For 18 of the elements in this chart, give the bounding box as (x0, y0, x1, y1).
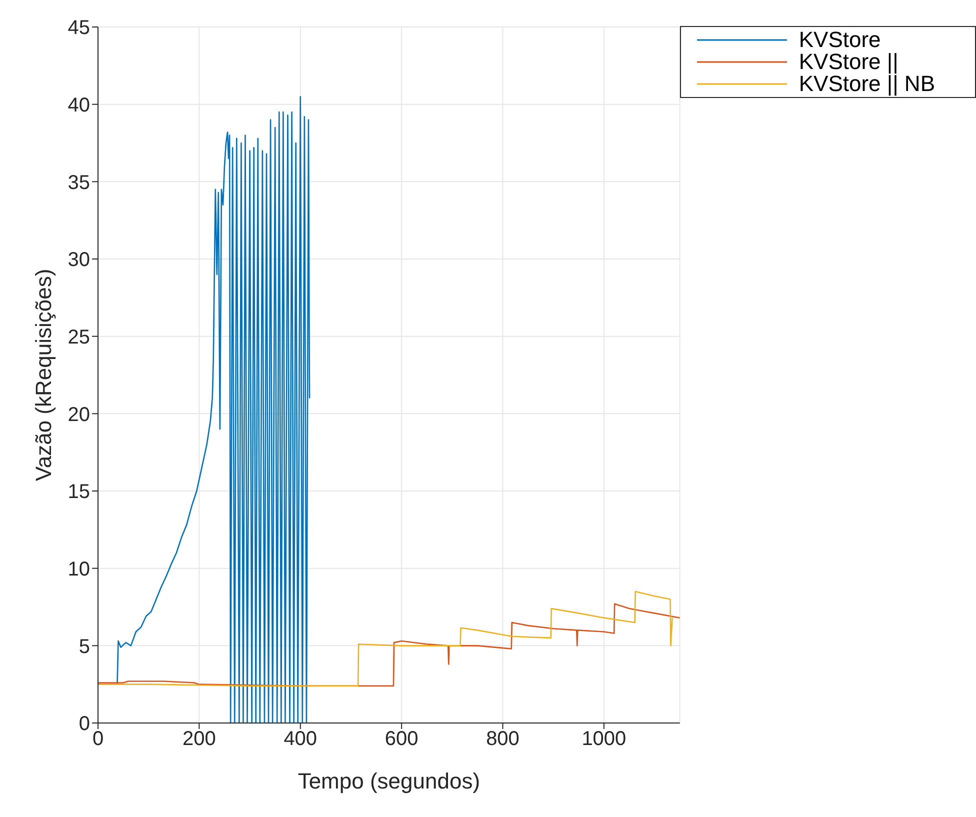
x-axis-title: Tempo (segundos) (298, 768, 480, 794)
x-tick-label: 600 (384, 728, 418, 750)
y-tick-label: 20 (68, 404, 90, 426)
y-tick-label: 40 (68, 94, 90, 116)
y-tick-label: 45 (68, 17, 90, 40)
x-tick-label: 400 (284, 728, 318, 750)
y-axis-title: Vazão (kRequisições) (30, 268, 56, 482)
y-tick-label: 25 (68, 326, 90, 348)
y-tick-label: 15 (68, 481, 90, 504)
y-tick-label: 30 (68, 249, 90, 272)
x-tick-label: 1000 (582, 728, 626, 750)
y-tick-label: 10 (68, 558, 90, 580)
y-tick-label: 5 (78, 636, 90, 658)
x-tick-label: 800 (486, 728, 520, 750)
x-tick-label: 200 (182, 728, 216, 750)
legend-label: KVStore (798, 27, 881, 53)
y-tick-label: 0 (78, 713, 90, 736)
y-tick-label: 35 (68, 172, 90, 194)
